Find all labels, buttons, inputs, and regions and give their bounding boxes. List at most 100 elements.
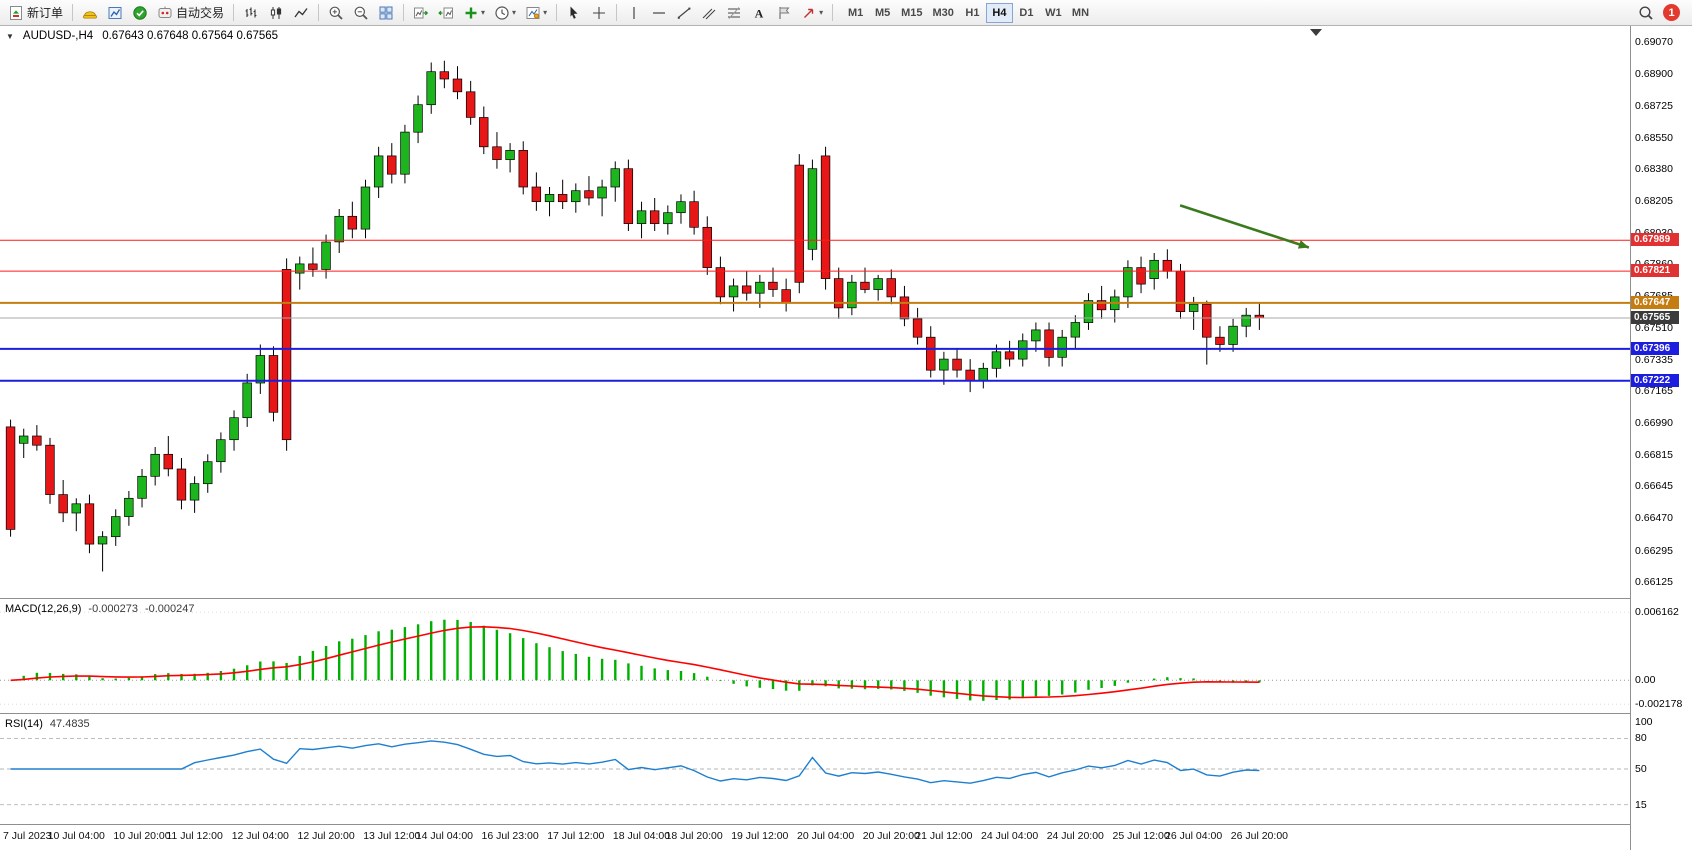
timeframe-mn[interactable]: MN	[1067, 3, 1094, 23]
candle	[860, 281, 870, 290]
zoom-out-button[interactable]	[349, 2, 373, 24]
candle	[163, 453, 173, 470]
periods-button[interactable]: ▾	[490, 2, 520, 24]
tile-windows-button[interactable]	[374, 2, 398, 24]
rsi-panel[interactable]	[0, 714, 1630, 824]
panel-separator[interactable]	[0, 713, 1692, 714]
timeframe-h1[interactable]: H1	[959, 3, 986, 23]
rsi-value: 47.4835	[49, 718, 90, 730]
symbol-period-label: AUDUSD-,H4	[22, 30, 94, 42]
auto-scroll-button[interactable]	[409, 2, 433, 24]
macd-panel[interactable]	[0, 599, 1630, 713]
candle	[505, 150, 515, 160]
timeframe-m5[interactable]: M5	[869, 3, 896, 23]
horizontal-line-button[interactable]	[647, 2, 671, 24]
candle	[1162, 259, 1173, 272]
candle	[557, 194, 568, 203]
candle	[150, 453, 160, 477]
macd-axis-label: 0.00	[1635, 674, 1656, 687]
candle	[1096, 300, 1107, 311]
new-order-label: 新订单	[27, 6, 64, 20]
search-button[interactable]	[1634, 2, 1658, 24]
candle	[268, 355, 279, 413]
svg-text:A: A	[755, 6, 764, 20]
panel-separator[interactable]	[0, 824, 1692, 825]
vertical-line-button[interactable]	[622, 2, 646, 24]
candle	[360, 186, 371, 230]
timeframe-w1[interactable]: W1	[1040, 3, 1067, 23]
candlestick-chart-button[interactable]	[264, 2, 288, 24]
fibonacci-icon	[728, 6, 741, 19]
candle	[741, 285, 752, 294]
chevron-down-icon: ▾	[819, 8, 824, 17]
candle	[820, 155, 831, 279]
candle	[1188, 303, 1199, 312]
trendline-button[interactable]	[672, 2, 696, 24]
time-axis-label: 19 Jul 12:00	[731, 830, 789, 842]
panel-separator[interactable]	[0, 598, 1692, 599]
terminal-button[interactable]	[128, 2, 152, 24]
candle	[1018, 340, 1028, 360]
candle	[899, 296, 910, 320]
toolbar-separator	[832, 4, 834, 21]
price-chart-panel[interactable]	[0, 26, 1630, 598]
fibonacci-button[interactable]	[722, 2, 746, 24]
candle	[281, 269, 292, 441]
navigator-button[interactable]	[103, 2, 127, 24]
cursor-button[interactable]	[562, 2, 586, 24]
timeframe-d1[interactable]: D1	[1013, 3, 1040, 23]
time-axis[interactable]: 7 Jul 2023 10 Jul 04:00 10 Jul 20:00 11 Jul…	[0, 825, 1630, 850]
time-axis-label: 13 Jul 12:00	[363, 830, 421, 842]
timeframe-m15[interactable]: M15	[896, 3, 927, 23]
text-button[interactable]: A	[747, 2, 771, 24]
arrow-annotation[interactable]	[1179, 204, 1310, 249]
notification-badge[interactable]: 1	[1663, 4, 1680, 21]
templates-button[interactable]: ▾	[521, 2, 551, 24]
timeframe-switcher: M1 M5 M15 M30 H1 H4 D1 W1 MN	[842, 2, 1094, 23]
candle	[728, 285, 739, 298]
profiles-button[interactable]	[78, 2, 102, 24]
chevron-down-icon: ▾	[512, 8, 517, 17]
candle	[1254, 314, 1265, 319]
candle	[400, 131, 410, 175]
crosshair-button[interactable]	[587, 2, 611, 24]
bar-chart-icon	[245, 7, 257, 17]
candle	[18, 435, 29, 444]
line-chart-button[interactable]	[289, 2, 313, 24]
arrows-button[interactable]: ▾	[797, 2, 827, 24]
candle	[689, 201, 699, 228]
chart-shift-button[interactable]	[434, 2, 458, 24]
price-axis[interactable]: 0.69070 0.68900 0.68725 0.68550 0.68380 0.682…	[1631, 26, 1692, 850]
price-tag: 0.67396	[1631, 341, 1679, 355]
label-button[interactable]	[772, 2, 796, 24]
time-axis-label: 17 Jul 12:00	[547, 830, 605, 842]
candle	[308, 263, 318, 270]
candle	[1241, 314, 1251, 327]
chart-shift-marker[interactable]	[1310, 29, 1322, 36]
bar-chart-button[interactable]	[239, 2, 263, 24]
indicators-button[interactable]: ▾	[459, 2, 489, 24]
time-axis-label: 12 Jul 20:00	[297, 830, 355, 842]
time-axis-label: 21 Jul 12:00	[915, 830, 973, 842]
candle	[807, 168, 818, 250]
channel-button[interactable]	[697, 2, 721, 24]
candle	[715, 267, 726, 298]
new-order-button[interactable]: 新订单	[4, 2, 67, 24]
time-axis-label: 26 Jul 04:00	[1164, 830, 1223, 842]
price-axis-label: 0.66815	[1635, 449, 1673, 462]
terminal-icon	[133, 5, 147, 20]
chart-title: ▼ AUDUSD-,H4 0.67643 0.67648 0.67564 0.6…	[6, 30, 278, 42]
timeframe-m30[interactable]: M30	[928, 3, 959, 23]
chart-menu-caret-icon[interactable]: ▼	[6, 31, 14, 41]
auto-trading-button[interactable]: 自动交易	[153, 2, 228, 24]
zoom-in-button[interactable]	[324, 2, 348, 24]
label-icon	[779, 6, 790, 19]
timeframe-h4[interactable]: H4	[985, 2, 1013, 23]
macd-label: MACD(12,26,9) -0.000273 -0.000247	[5, 603, 195, 615]
candle	[111, 516, 121, 538]
cursor-icon	[570, 6, 578, 19]
candle	[176, 468, 187, 501]
timeframe-m1[interactable]: M1	[842, 3, 869, 23]
price-axis-label: 0.68725	[1635, 99, 1673, 112]
candle	[32, 435, 42, 446]
